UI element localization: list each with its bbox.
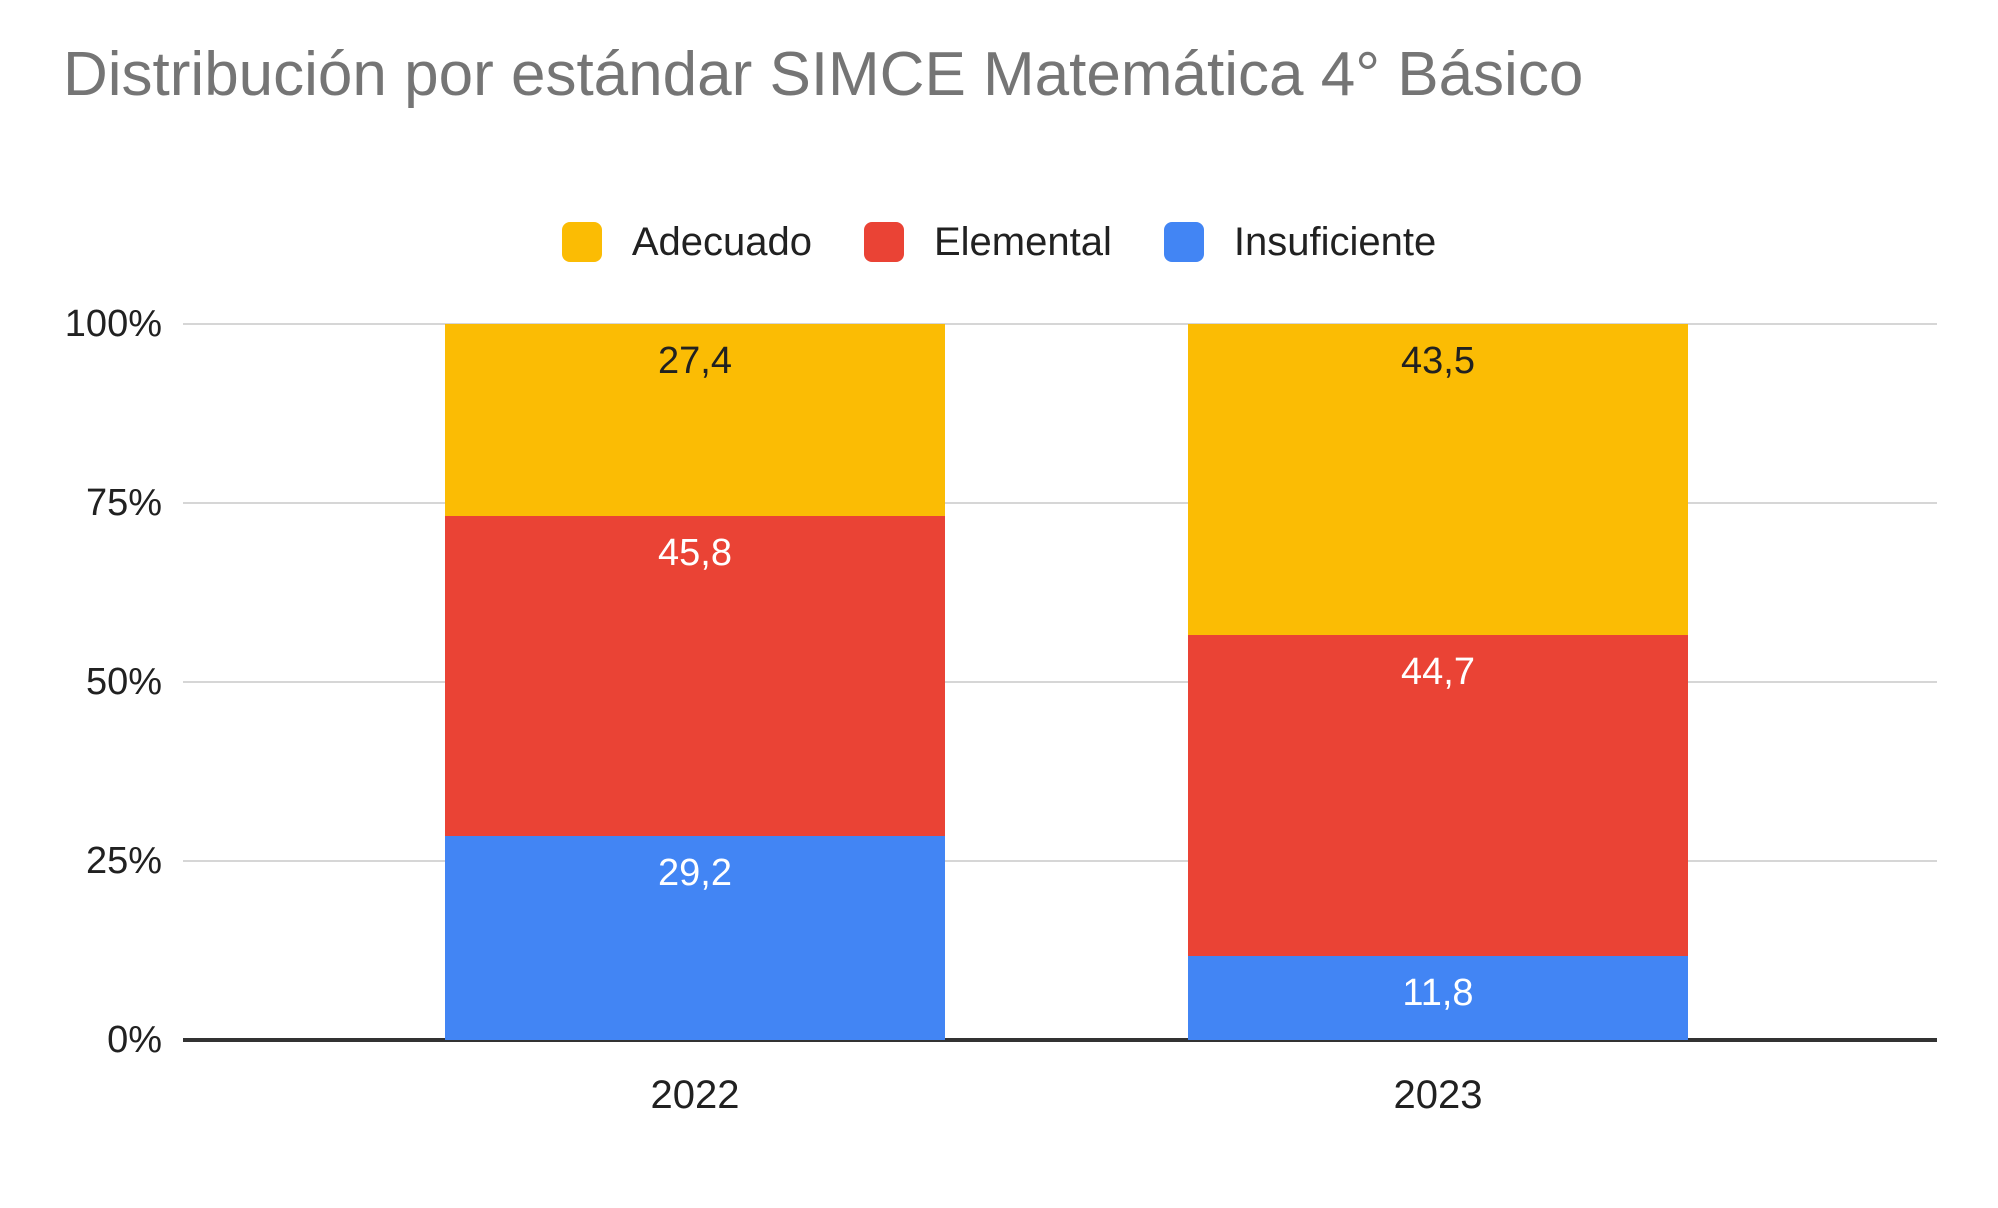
y-tick-label: 75% [85,482,162,524]
legend-label: Adecuado [631,220,812,264]
gridline-100% [183,323,1937,325]
y-tick-label: 0% [107,1019,162,1061]
legend-item-elemental[interactable]: Elemental [863,220,1112,264]
value-label-2022-elemental: 45,8 [658,531,732,574]
legend-item-insuficiente[interactable]: Insuficiente [1163,220,1437,264]
plot-area: 27,4 45,8 29,2 43,5 44,7 11,8 [183,323,1937,1042]
chart-legend: Adecuado Elemental Insuficiente [0,220,1998,264]
segment-2023-elemental[interactable]: 44,7 [1188,635,1688,956]
gridline-50% [183,681,1937,683]
legend-label: Elemental [933,220,1112,264]
x-axis-line [183,1038,1937,1042]
segment-2023-insuficiente[interactable]: 11,8 [1188,955,1688,1040]
value-label-2023-insuficiente: 11,8 [1402,971,1474,1014]
y-tick-label: 100% [64,303,162,345]
segment-2022-adecuado[interactable]: 27,4 [445,324,945,516]
legend-swatch-elemental [863,222,904,262]
gridline-25% [183,860,1937,862]
segment-2023-adecuado[interactable]: 43,5 [1188,324,1688,636]
legend-item-adecuado[interactable]: Adecuado [561,220,812,264]
value-label-2023-adecuado: 43,5 [1401,340,1475,382]
bar-2023: 43,5 44,7 11,8 [1188,324,1688,1040]
y-tick-label: 50% [85,661,162,703]
chart-title: Distribución por estándar SIMCE Matemáti… [63,40,1584,109]
bar-2022: 27,4 45,8 29,2 [445,324,945,1040]
gridline-75% [183,502,1937,504]
segment-2022-insuficiente[interactable]: 29,2 [445,835,945,1040]
legend-swatch-adecuado [561,222,602,262]
segment-2022-elemental[interactable]: 45,8 [445,515,945,836]
legend-label: Insuficiente [1233,220,1437,264]
value-label-2022-adecuado: 27,4 [658,340,732,382]
value-label-2023-elemental: 44,7 [1401,651,1475,694]
value-label-2022-insuficiente: 29,2 [658,851,732,894]
y-tick-label: 25% [85,840,162,882]
x-axis-label-2023: 2023 [1393,1073,1483,1117]
legend-swatch-insuficiente [1163,222,1204,262]
x-axis-label-2022: 2022 [650,1073,740,1117]
